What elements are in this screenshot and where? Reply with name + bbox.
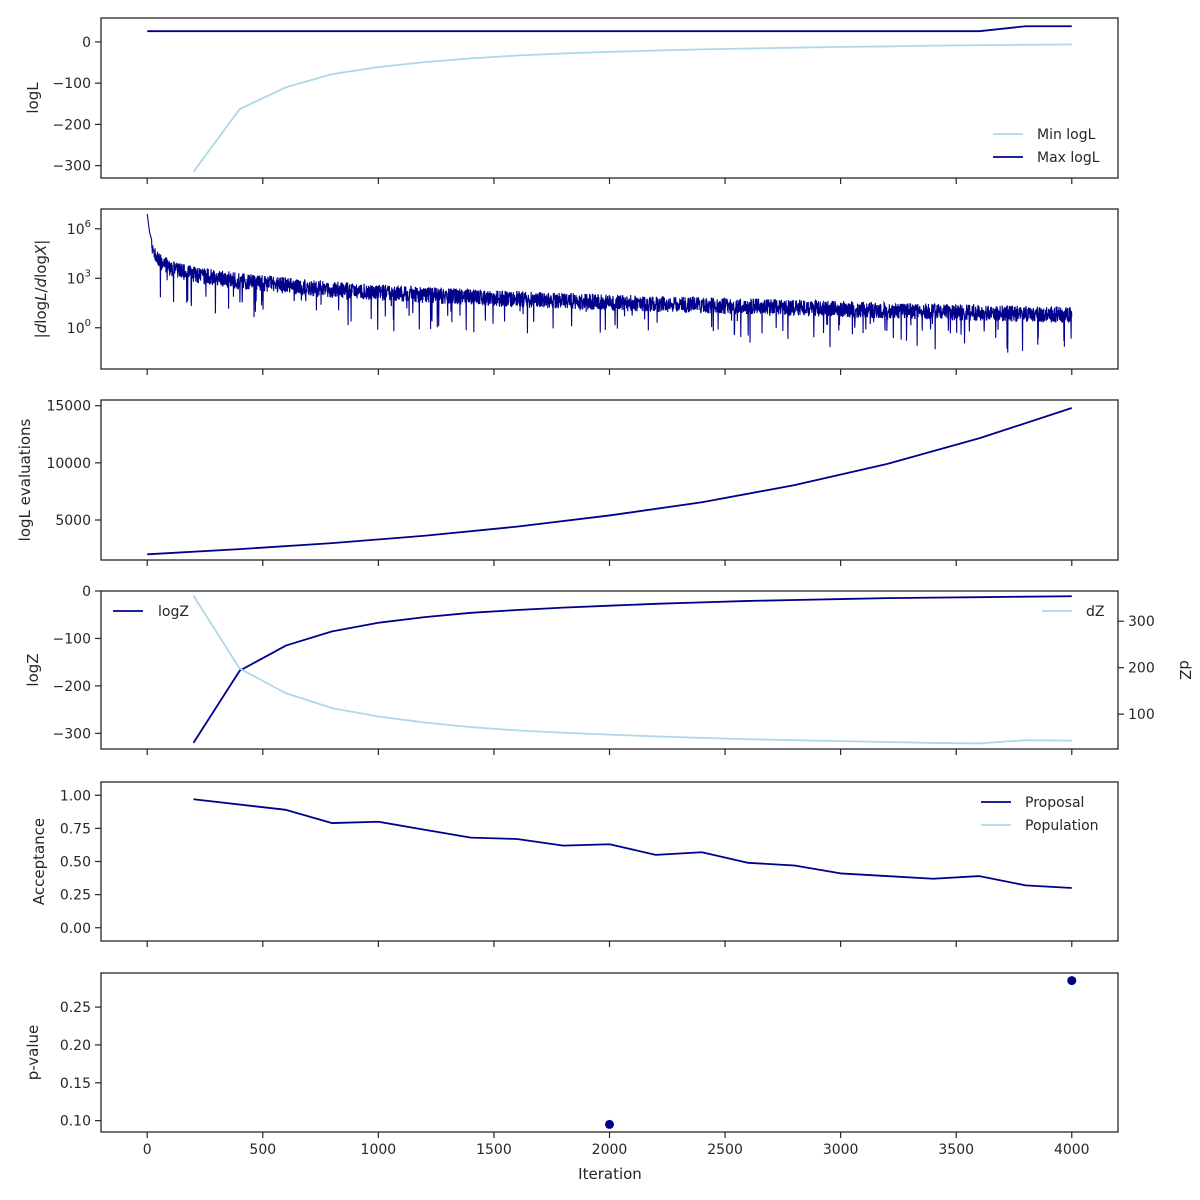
y-tick-label: 0.20 [60,1038,91,1054]
plot-frame [100,208,1119,370]
plot-area-3 [147,407,1073,556]
x-tick-label: 1500 [476,1142,512,1158]
series-line-logz [192,595,1072,744]
y-tick-label: 1.00 [60,788,91,804]
y-axis-label: logL [24,82,42,114]
x-tick-label: 2500 [707,1142,743,1158]
y-tick-label: 10000 [46,456,91,472]
y-tick-label: 0 [82,584,91,600]
y-tick-label: 103 [67,268,91,287]
y-tick-label: −300 [53,726,91,742]
plot-frame [100,972,1119,1133]
y-tick-label: −100 [53,76,91,92]
plot-frame [100,781,1119,942]
series-line-min-logl [192,43,1072,173]
legend-label: Proposal [1025,795,1084,811]
x-tick-label: 2000 [592,1142,628,1158]
x-tick-label: 1000 [361,1142,397,1158]
plot-frame [100,399,1119,561]
y-axis-label: p-value [24,1025,42,1081]
y-tick-label: 0.25 [60,1000,91,1016]
legend-label: Population [1025,818,1099,834]
p-value-point [1067,976,1077,986]
y-tick-label: 100 [67,318,91,337]
y-axis-label: |dlogL/dlogX| [32,240,50,339]
x-tick-label: 3000 [823,1142,859,1158]
y-tick-label: 0.00 [60,921,91,937]
y-tick-label: −200 [53,679,91,695]
series-line-dz [192,595,1072,745]
y-axis-label: logL evaluations [16,418,34,541]
plot-area-1 [147,25,1072,173]
y-tick-label: 0.75 [60,821,91,837]
y-tick-label: 0.25 [60,888,91,904]
legend-label: logZ [158,604,189,620]
subplot-4: 0 −100 −200 −300 logZ 300 200 100 dZ logZ dZ [24,584,1194,755]
y-tick-label: 15000 [46,399,91,415]
x-tick-label: 3500 [938,1142,974,1158]
legend-label: dZ [1086,604,1104,620]
y-tick-label: 5000 [55,513,91,529]
y-axis-label: logZ [24,653,42,686]
plot-area-2 [146,213,1073,353]
plot-area-4 [192,595,1072,745]
y-tick-label: 0.50 [60,855,91,871]
plot-area-5 [193,798,1072,889]
gradient-series-line [146,213,1073,353]
p-value-point [605,1119,614,1129]
subplot-2: 106 103 100 |dlogL/dlogX| [32,208,1119,375]
plot-frame [100,17,1119,179]
series-line-proposal [193,798,1072,889]
y-tick-label: 0.15 [60,1076,91,1092]
plot-area-6 [605,976,1077,1129]
series-line-main [147,407,1073,556]
y2-tick-label: 200 [1128,661,1155,677]
legend-label: Max logL [1037,150,1100,166]
subplot-3: 15000 10000 5000 logL evaluations [16,399,1119,566]
x-tick-label: 4000 [1054,1142,1090,1158]
x-tick-label: 500 [249,1142,276,1158]
y-tick-label: −200 [53,117,91,133]
y-tick-label: 106 [67,219,91,238]
series-line-max-logl [147,25,1072,33]
x-tick-label: 0 [143,1142,152,1158]
y-tick-label: −100 [53,631,91,647]
subplot-6: 0 500 1000 1500 2000 2500 3000 3500 4000 0.25 0.20… [24,972,1119,1158]
subplot-1: 0 −100 −200 −300 logL Min logL Max logL [24,17,1119,184]
y-tick-label: 0 [82,35,91,51]
y-axis-label: Acceptance [30,818,48,905]
y2-tick-label: 100 [1128,707,1155,723]
subplot-5: 1.00 0.75 0.50 0.25 0.00 Acceptance Proposal Po… [30,781,1119,947]
y2-axis-label: dZ [1176,660,1194,680]
plot-frame [100,590,1119,750]
y-tick-label: −300 [53,159,91,175]
legend-label: Min logL [1037,127,1096,143]
y2-tick-label: 300 [1128,614,1155,630]
y-tick-label: 0.10 [60,1114,91,1130]
x-axis-label: Iteration [578,1165,642,1183]
